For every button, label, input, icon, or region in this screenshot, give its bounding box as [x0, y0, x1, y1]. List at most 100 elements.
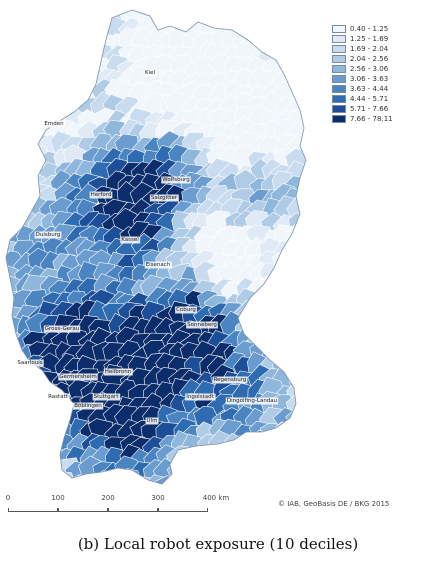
district-polygon	[15, 172, 39, 201]
district-polygon	[6, 366, 28, 391]
district-polygon	[245, 303, 273, 330]
district-polygon	[14, 28, 40, 53]
district-polygon	[10, 156, 40, 185]
legend-label: 2.56 - 3.06	[350, 65, 389, 73]
city-label: Ingolstadt	[185, 393, 216, 401]
district-polygon	[271, 10, 297, 30]
district-polygon	[55, 54, 80, 83]
city-name: Ingolstadt	[186, 394, 214, 400]
legend-swatch	[332, 105, 346, 113]
legend-item: 3.63 - 4.44	[332, 84, 432, 94]
district-polygon	[193, 10, 220, 15]
district-polygon	[287, 246, 306, 274]
district-polygon	[48, 471, 77, 484]
district-polygon	[284, 10, 306, 16]
city-label-background	[58, 373, 98, 381]
district-polygon	[244, 313, 272, 340]
city-label: Stuttgart	[92, 393, 121, 401]
district-polygon	[50, 10, 76, 32]
city-label: Herford	[89, 191, 113, 199]
district-polygon	[6, 80, 12, 108]
district-polygon	[42, 42, 69, 67]
district-polygon	[235, 10, 260, 21]
legend-label: 2.04 - 2.56	[350, 55, 389, 63]
district-polygon	[6, 135, 15, 162]
district-polygon	[23, 418, 50, 446]
district-polygon	[260, 10, 289, 14]
city-name: Böblingen	[74, 403, 102, 409]
district-polygon	[6, 459, 15, 484]
district-polygon	[11, 56, 38, 82]
district-polygon	[284, 274, 306, 303]
city-label: Duisburg	[34, 231, 62, 239]
city-label-background	[145, 417, 159, 425]
district-polygon	[6, 328, 11, 352]
district-polygon	[65, 10, 93, 16]
legend-swatch	[332, 75, 346, 83]
district-polygon	[6, 161, 12, 187]
district-polygon	[6, 156, 28, 183]
district-polygon	[286, 266, 306, 292]
district-polygon	[6, 94, 11, 117]
city-label-background	[225, 397, 279, 405]
city-name: Regensburg	[214, 377, 247, 383]
city-name: Ulm	[147, 418, 158, 424]
district-polygon	[6, 173, 15, 199]
district-polygon	[25, 431, 51, 456]
district-polygon	[271, 472, 298, 484]
district-polygon	[6, 428, 14, 455]
district-polygon	[258, 328, 285, 353]
district-polygon	[13, 383, 41, 409]
district-polygon	[26, 384, 49, 408]
district-polygon	[11, 458, 36, 484]
district-polygon	[283, 446, 306, 477]
legend-label: 5.71 - 7.66	[350, 105, 389, 113]
district-polygon	[12, 433, 43, 460]
city-label-background	[120, 236, 141, 244]
district-polygon	[25, 28, 53, 54]
district-polygon	[38, 460, 62, 484]
district-polygon	[288, 57, 306, 86]
district-polygon	[51, 67, 77, 94]
district-polygon	[6, 186, 15, 212]
city-name: Salzgitter	[151, 195, 178, 201]
district-polygon	[183, 456, 208, 483]
district-polygon	[284, 469, 306, 484]
city-label: Rastatt	[47, 393, 70, 401]
district-polygon	[261, 459, 287, 484]
legend-swatch	[332, 55, 346, 63]
district-polygon	[6, 459, 22, 484]
scale-tick-100: 100	[51, 494, 65, 502]
legend-item: 1.25 - 1.69	[332, 34, 432, 44]
district-polygon	[6, 67, 15, 93]
district-polygon	[25, 470, 50, 484]
district-polygon	[6, 397, 17, 422]
district-polygon	[167, 10, 192, 13]
district-polygon	[38, 417, 63, 448]
legend-item: 5.71 - 7.66	[332, 104, 432, 114]
city-name: Sonneberg	[187, 322, 217, 328]
city-name: Emden	[44, 121, 64, 127]
district-polygon	[37, 15, 62, 41]
legend-item: 2.04 - 2.56	[332, 54, 432, 64]
district-polygon	[6, 171, 26, 195]
district-polygon	[24, 42, 50, 67]
district-polygon	[6, 27, 23, 56]
legend-label: 3.06 - 3.63	[350, 75, 389, 83]
district-polygon	[15, 417, 44, 445]
district-polygon	[36, 56, 62, 83]
district-polygon	[6, 14, 13, 44]
district-polygon	[12, 148, 39, 174]
district-polygon	[25, 59, 52, 84]
district-polygon	[11, 68, 35, 96]
district-polygon	[66, 59, 92, 85]
scale-tick-0: 0	[5, 494, 11, 502]
city-name: Eisenach	[146, 262, 171, 268]
district-polygon	[27, 444, 53, 469]
district-polygon	[39, 84, 64, 110]
district-polygon	[275, 288, 304, 316]
district-polygon	[6, 381, 13, 407]
district-polygon	[258, 275, 284, 301]
district-polygon	[272, 261, 296, 287]
city-label-background	[186, 321, 218, 329]
